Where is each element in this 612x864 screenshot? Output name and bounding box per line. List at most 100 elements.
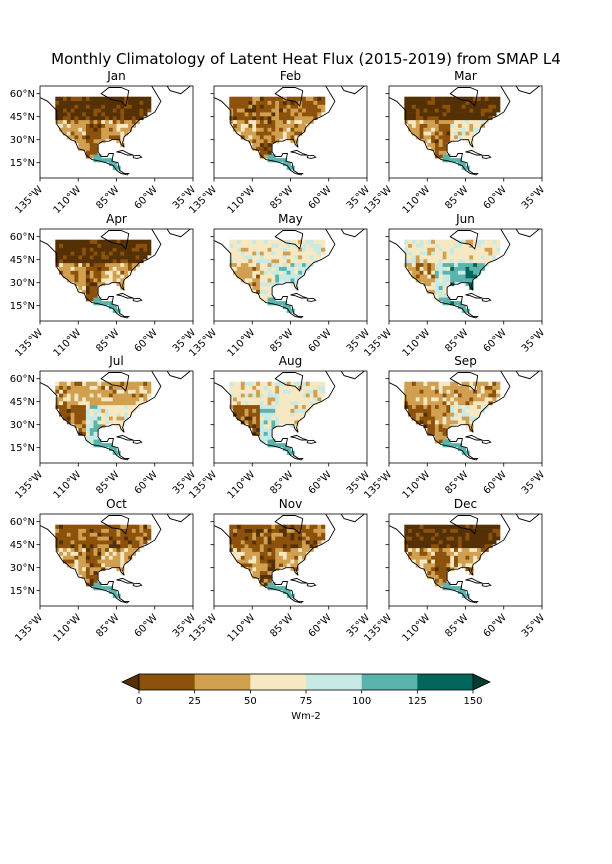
lon-tick-label: 110°W [52,327,84,359]
panel-title: Dec [454,497,477,511]
lon-tick-label: 85°W [94,327,121,354]
colorbar: 0 25 50 75 100 125 150 Wm-2 [121,673,491,722]
lon-tick-label: 85°W [443,612,470,639]
panel-title: Jun [455,212,475,226]
colorbar-tick-label: 100 [352,696,371,707]
lon-tick-label: 35°W [520,612,547,639]
colorbar-tick-label: 125 [408,696,427,707]
lat-tick-label: 60°N [10,374,35,385]
lon-tick-label: 60°W [482,184,509,211]
lon-tick-label: 110°W [52,469,84,501]
flux-field [55,524,152,598]
lat-tick-label: 45°N [10,112,35,123]
colorbar-segment [194,674,251,690]
colorbar-segment [306,674,362,690]
flux-field [404,381,501,455]
colorbar-tick-label: 75 [300,696,313,707]
flux-field [55,96,152,170]
flux-field [229,239,326,313]
colorbar-segment [250,674,307,690]
lon-tick-label: 110°W [226,327,258,359]
lon-tick-label: 110°W [401,184,433,216]
lon-tick-label: 60°W [482,469,509,496]
lon-tick-label: 60°W [482,327,509,354]
panel-title: Mar [454,69,477,83]
flux-field [229,381,326,455]
figure-title: Monthly Climatology of Latent Heat Flux … [51,50,561,68]
lon-tick-label: 110°W [52,184,84,216]
lat-tick-label: 30°N [10,278,35,289]
flux-field [55,381,152,455]
lon-tick-label: 110°W [226,612,258,644]
lon-tick-label: 60°W [307,612,334,639]
colorbar-tick-label: 150 [463,696,482,707]
panel-title: Apr [106,212,127,226]
lon-tick-label: 35°W [520,327,547,354]
colorbar-segment [417,674,474,690]
panel-title: Feb [280,69,301,83]
lon-tick-label: 85°W [443,469,470,496]
lon-tick-label: 35°W [520,469,547,496]
lon-tick-label: 60°W [133,327,160,354]
lon-tick-label: 135°W [13,327,45,359]
lon-tick-label: 60°W [133,184,160,211]
lon-tick-label: 135°W [13,612,45,644]
colorbar-tick-label: 25 [188,696,201,707]
lat-tick-label: 15°N [10,443,35,454]
flux-field [404,239,501,313]
lat-tick-label: 45°N [10,255,35,266]
lon-tick-label: 35°W [520,184,547,211]
lat-tick-label: 45°N [10,540,35,551]
panel-title: Jan [106,69,126,83]
panel-title: Jul [108,354,123,368]
lon-tick-label: 110°W [401,612,433,644]
lon-tick-label: 85°W [94,184,121,211]
flux-field [55,239,152,313]
lon-tick-label: 110°W [52,612,84,644]
flux-field [229,524,326,598]
colorbar-tick-label: 50 [244,696,257,707]
colorbar-under-arrow [121,673,140,691]
lon-tick-label: 85°W [94,612,121,639]
lat-tick-label: 15°N [10,158,35,169]
lat-tick-label: 15°N [10,301,35,312]
lat-tick-label: 60°N [10,89,35,100]
panel-title: Sep [454,354,477,368]
lat-tick-label: 15°N [10,586,35,597]
colorbar-over-arrow [472,673,491,691]
panel-title: Aug [279,354,302,368]
lon-tick-label: 60°W [307,184,334,211]
flux-field [229,96,326,170]
lon-tick-label: 110°W [226,184,258,216]
lon-tick-label: 85°W [268,469,295,496]
lon-tick-label: 85°W [94,469,121,496]
lon-tick-label: 85°W [268,184,295,211]
colorbar-label: Wm-2 [291,711,321,722]
lon-tick-label: 60°W [133,469,160,496]
flux-field [404,96,501,170]
flux-field [404,524,501,598]
lon-tick-label: 60°W [482,612,509,639]
lon-tick-label: 85°W [443,184,470,211]
lon-tick-label: 110°W [226,469,258,501]
colorbar-segment [361,674,418,690]
lon-tick-label: 60°W [307,327,334,354]
lon-tick-label: 135°W [13,469,45,501]
lat-tick-label: 30°N [10,563,35,574]
lat-tick-label: 30°N [10,420,35,431]
lat-tick-label: 60°N [10,517,35,528]
lon-tick-label: 85°W [268,612,295,639]
lon-tick-label: 85°W [268,327,295,354]
lat-tick-label: 60°N [10,232,35,243]
panel-title: Nov [279,497,302,511]
lon-tick-label: 85°W [443,327,470,354]
panel-title: Oct [106,497,127,511]
lon-tick-label: 110°W [401,327,433,359]
panel-title: May [278,212,303,226]
